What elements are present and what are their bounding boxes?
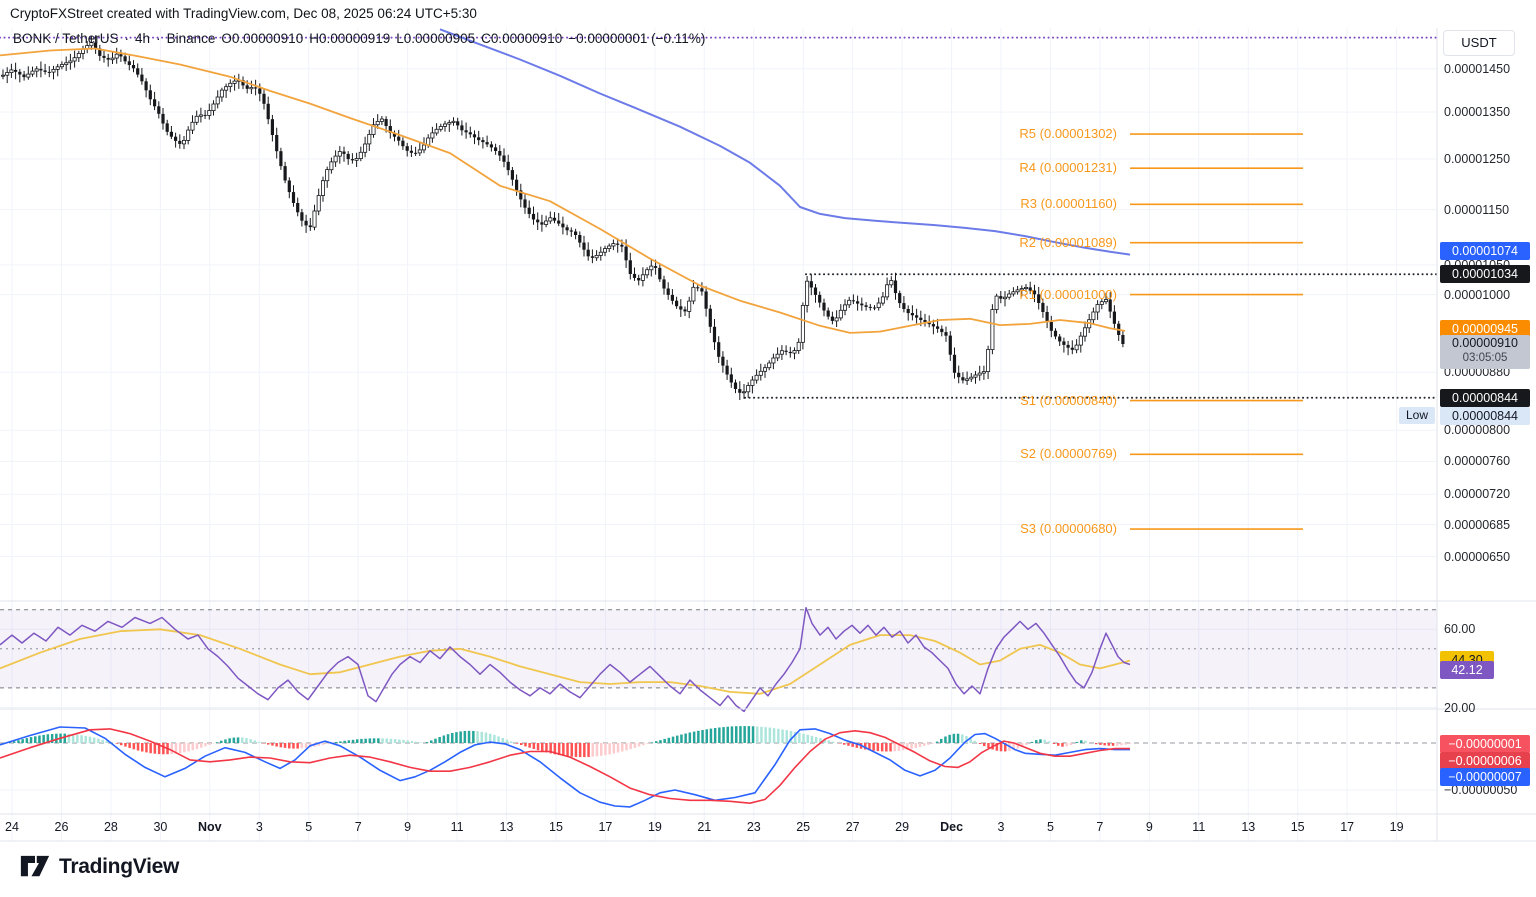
price-badge: 0.00001074 [1440,242,1530,261]
legend-item: L0.00000905 [396,31,476,46]
time-tick-label: 13 [1241,820,1256,834]
time-tick-label: 17 [598,820,613,834]
time-tick-label: 25 [796,820,811,834]
time-tick-label: 19 [1389,820,1404,834]
rsi-ma-line [0,628,1131,695]
price-badge: 0.00000910 03:05:05 [1440,335,1530,370]
symbol-legend[interactable]: BONK / TetherUS · 4h · Binance O0.00000910 H0.… [13,31,711,46]
pivot-level-label: S2 (0.00000769) [1020,446,1117,462]
time-tick-label: 19 [647,820,662,834]
time-tick-label: 3 [997,820,1005,834]
tradingview-logo-icon [20,855,50,877]
currency-button[interactable]: USDT [1443,30,1515,56]
pivot-level-label: R2 (0.00001089) [1019,234,1117,250]
price-tick-label: 0.00001150 [1444,202,1510,217]
legend-item: C0.00000910 [481,31,563,46]
rsi-tick-label: 60.00 [1444,622,1476,637]
rsi-value-badge: 42.12 [1440,661,1494,680]
rsi-tick-label: 20.00 [1444,700,1476,715]
time-tick-label: 24 [5,820,19,834]
price-tick-label: 0.00000720 [1444,487,1511,502]
price-tick-label: 0.00001250 [1444,151,1511,166]
price-tick-label: 0.00001000 [1444,287,1511,302]
pivot-level-label: R1 (0.00001000) [1019,286,1117,302]
time-tick-label: 23 [746,820,761,834]
sma-slow-line [439,28,1131,256]
price-badge: 0.00000844 [1440,406,1530,425]
tradingview-logo[interactable]: TradingView [20,853,179,880]
legend-item: 4h [135,31,151,46]
pivot-level-label: R5 (0.00001302) [1019,126,1117,142]
time-tick-label: Dec [940,820,964,834]
macd-signal-line [0,728,1130,805]
time-tick-label: 13 [499,820,514,834]
price-tick-label: 0.00000650 [1444,549,1511,564]
macd-value-badge: −0.00000007 [1440,767,1530,786]
macd-value-badge: −0.00000001 [1440,735,1530,753]
legend-item: O0.00000910 [221,31,304,46]
tradingview-logo-text: TradingView [59,854,180,878]
time-tick-label: 7 [1096,820,1104,834]
price-tick-label: 0.00000760 [1444,454,1511,469]
price-badge: 0.00000844 [1440,388,1530,407]
pivot-level-label: S3 (0.00000680) [1020,521,1117,537]
time-tick-label: 11 [450,820,464,834]
time-tick-label: 28 [103,820,118,834]
time-tick-label: 5 [305,820,313,834]
countdown-timer: 03:05:05 [1462,352,1508,365]
time-tick-label: 29 [895,820,910,834]
candlestick-series [0,35,1125,400]
time-tick-label: 3 [255,820,263,834]
time-tick-label: Nov [197,820,222,834]
pivot-level-label: R3 (0.00001160) [1020,196,1117,212]
time-tick-label: 30 [153,820,168,834]
time-tick-label: 17 [1340,820,1355,834]
time-tick-label: 5 [1047,820,1054,834]
macd-tick-label: −0.00000050 [1444,783,1518,797]
macd-line [0,726,1130,808]
pivot-level-label: R4 (0.00001231) [1019,160,1117,176]
legend-symbol: BONK / TetherUS [13,31,119,46]
price-tick-label: 0.00001350 [1444,105,1511,120]
time-tick-label: 27 [845,820,860,834]
legend-item: −0.00000001 (−0.11%) [568,31,706,46]
legend-item: H0.00000919 [309,31,391,46]
legend-item: · [124,31,130,46]
time-tick-label: 9 [404,820,412,834]
price-tick-label: 0.00001450 [1444,61,1511,76]
credit-text: CryptoFXStreet created with TradingView.… [10,6,477,21]
macd-histogram [8,726,1132,758]
legend-item: Binance [166,31,216,46]
legend-item: · [156,31,161,46]
time-tick-label: 7 [354,820,362,834]
time-tick-label: 15 [1290,820,1305,834]
rsi-line [0,606,1131,713]
time-tick-label: 15 [549,820,563,834]
time-tick-label: 21 [697,820,712,834]
macd-value-badge: −0.00000006 [1440,751,1530,770]
time-tick-label: 26 [54,820,69,834]
sma-fast-line [0,47,1126,334]
price-tick-label: 0.00000800 [1444,423,1511,438]
price-tick-label: 0.00000685 [1444,517,1511,532]
price-badge: 0.00001034 [1440,265,1530,284]
time-tick-label: 11 [1192,820,1206,834]
low-marker-chip: Low [1399,407,1435,425]
price-badge: 0.00000945 [1440,320,1530,338]
time-tick-label: 9 [1145,820,1153,834]
pivot-level-label: S1 (0.00000840) [1020,392,1117,408]
